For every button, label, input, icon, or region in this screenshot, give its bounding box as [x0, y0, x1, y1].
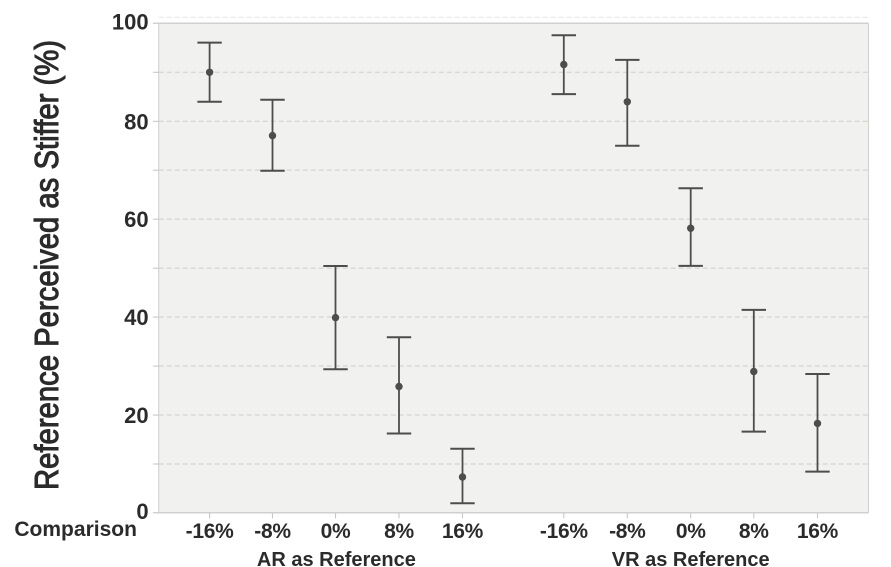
svg-text:40: 40 [124, 305, 148, 330]
svg-text:VR as Reference: VR as Reference [612, 549, 770, 567]
svg-text:8%: 8% [384, 520, 414, 543]
svg-text:Reference Perceived as Stiffer: Reference Perceived as Stiffer (%) [28, 40, 65, 490]
svg-text:16%: 16% [442, 520, 484, 543]
svg-text:AR as Reference: AR as Reference [257, 549, 416, 567]
svg-text:-16%: -16% [540, 520, 588, 543]
svg-text:Comparison: Comparison [14, 518, 137, 541]
svg-text:0%: 0% [676, 520, 706, 543]
svg-text:20: 20 [124, 403, 148, 428]
svg-text:0: 0 [136, 499, 148, 524]
svg-text:80: 80 [124, 109, 148, 134]
svg-text:60: 60 [124, 207, 148, 232]
svg-text:-8%: -8% [254, 520, 291, 543]
svg-text:0%: 0% [321, 520, 351, 543]
svg-text:8%: 8% [739, 520, 769, 543]
svg-text:-16%: -16% [186, 520, 234, 543]
svg-text:-8%: -8% [609, 520, 646, 543]
svg-text:100: 100 [112, 10, 149, 35]
svg-text:16%: 16% [797, 520, 839, 543]
